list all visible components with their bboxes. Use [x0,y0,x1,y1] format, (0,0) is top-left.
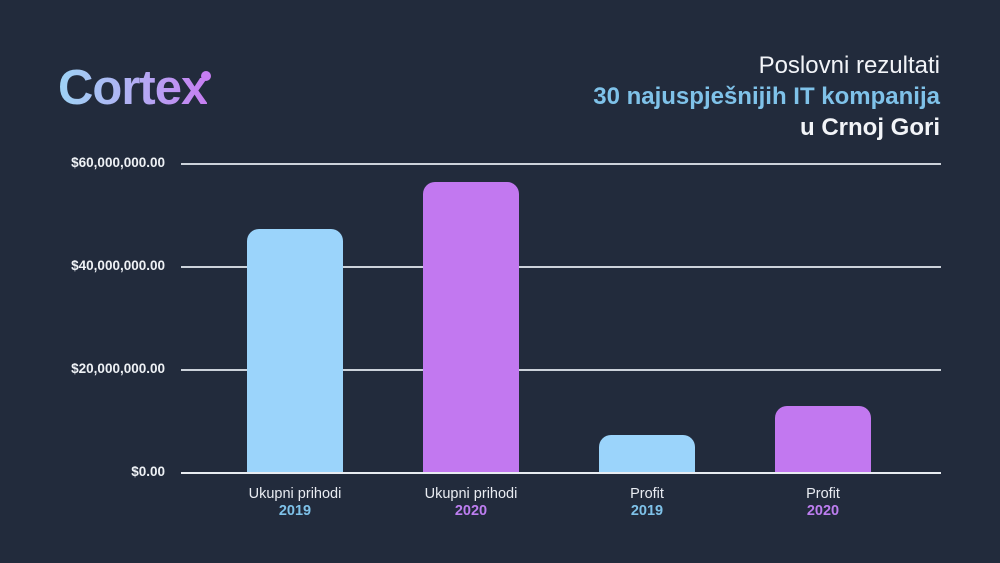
bar-ukupni-prihodi-2020 [423,182,519,472]
x-axis-year-label: 2019 [278,503,312,519]
x-axis-label: Ukupni prihodi 2019 [195,486,395,520]
logo-dot-icon [201,71,212,81]
x-axis-year-label: 2020 [806,503,840,519]
x-axis-label: Profit 2020 [723,486,923,520]
x-axis-category-label: Profit [630,486,664,502]
x-axis-year-label: 2019 [630,503,664,519]
logo: Cortex [58,61,212,115]
title-line-2: 30 najuspješnijih IT kompanija [593,83,940,110]
x-axis-label: Profit 2019 [547,486,747,520]
gridline [181,369,941,371]
y-axis-tick-label: $0.00 [131,464,165,479]
logo-text: Cortex [58,61,208,115]
page-title: Poslovni rezultati 30 najuspješnijih IT … [593,50,940,143]
x-axis-category-label: Ukupni prihodi [248,486,342,502]
x-axis-label: Ukupni prihodi 2020 [371,486,571,520]
y-axis-tick-label: $60,000,000.00 [71,155,165,170]
y-axis-tick-label: $40,000,000.00 [71,258,165,273]
y-axis-tick-label: $20,000,000.00 [71,361,165,376]
title-line-3: u Crnoj Gori [800,114,940,141]
x-axis-category-label: Ukupni prihodi [424,486,518,502]
x-axis-line [181,472,941,474]
bar-profit-2019 [599,435,695,472]
title-line-1: Poslovni rezultati [758,52,940,79]
gridline [181,266,941,268]
gridline [181,163,941,165]
bar-ukupni-prihodi-2019 [247,229,343,472]
x-axis-category-label: Profit [806,486,840,502]
x-axis-year-label: 2020 [454,503,488,519]
bar-profit-2020 [775,406,871,472]
